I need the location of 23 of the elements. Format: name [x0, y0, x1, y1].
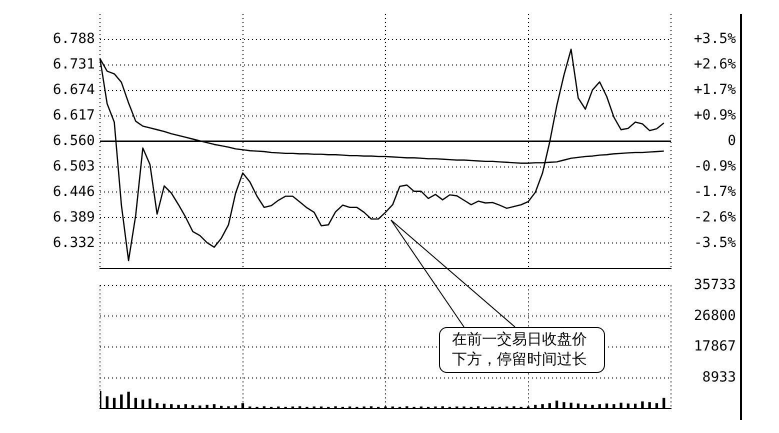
y-tick-label: 6.503: [52, 158, 95, 174]
y-tick-label: 6.446: [52, 184, 95, 200]
y-tick-label: 6.560: [52, 132, 95, 149]
annotation: 在前一交易日收盘价下方，停留时间过长: [439, 327, 606, 374]
y-tick-label: 6.332: [52, 234, 95, 251]
y2-tick-label: 26800: [694, 308, 736, 324]
y2-tick-label: 8933: [702, 369, 736, 386]
y2-tick-label: 35733: [694, 277, 736, 294]
y2-tick-label: +1.7%: [694, 82, 737, 98]
y2-tick-label: -2.6%: [694, 209, 737, 226]
y-tick-label: 6.788: [52, 31, 95, 48]
y2-tick-label: -1.7%: [694, 184, 737, 200]
y2-tick-label: +0.9%: [694, 107, 737, 124]
y2-tick-label: 17867: [694, 338, 736, 355]
y-tick-label: 6.389: [52, 209, 95, 226]
y2-tick-label: -3.5%: [694, 234, 737, 251]
y-tick-label: 6.674: [52, 82, 95, 98]
y-tick-label: 6.617: [52, 107, 95, 124]
y2-tick-label: -0.9%: [694, 158, 737, 174]
y2-tick-label: +3.5%: [694, 31, 737, 48]
y2-tick-label: +2.6%: [694, 56, 737, 73]
y-tick-label: 6.731: [52, 56, 95, 73]
y2-tick-label: 0: [728, 132, 736, 149]
